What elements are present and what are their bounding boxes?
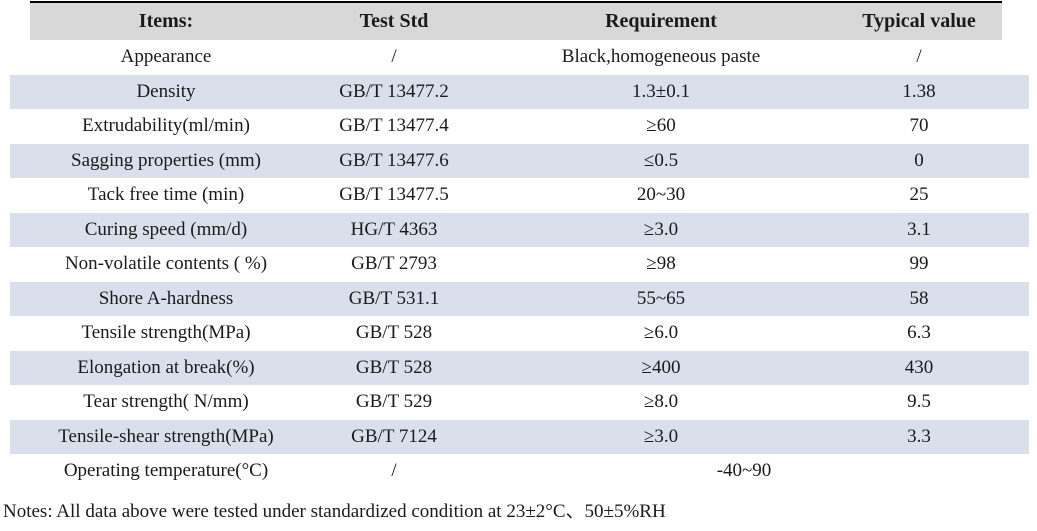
table-row-tack-free-time: Tack free time (min) GB/T 13477.5 20~30 … bbox=[10, 178, 1029, 213]
table-row-density: Density GB/T 13477.2 1.3±0.1 1.38 bbox=[10, 74, 1029, 109]
column-header-test-std: Test Std bbox=[359, 10, 429, 32]
table-row-tensile-shear-strength: Tensile-shear strength(MPa) GB/T 7124 ≥3… bbox=[10, 419, 1029, 454]
cell-typical-value: 1.38 bbox=[902, 80, 936, 102]
cell-typical-value: 6.3 bbox=[907, 322, 931, 344]
cell-typical-value: 430 bbox=[904, 356, 934, 378]
cell-test-std: GB/T 531.1 bbox=[348, 287, 440, 309]
cell-typical-value: 9.5 bbox=[907, 391, 931, 413]
cell-test-std: GB/T 2793 bbox=[351, 253, 437, 275]
cell-requirement-typical-merged: -40~90 bbox=[716, 460, 772, 482]
cell-test-std: GB/T 529 bbox=[355, 391, 433, 413]
cell-item: Curing speed (mm/d) bbox=[84, 218, 248, 240]
table-row-shore-a-hardness: Shore A-hardness GB/T 531.1 55~65 58 bbox=[10, 281, 1029, 316]
cell-typical-value: / bbox=[916, 46, 922, 68]
column-header-typical-value: Typical value bbox=[862, 10, 976, 32]
cell-test-std: GB/T 13477.6 bbox=[339, 149, 449, 171]
cell-typical-value: 70 bbox=[909, 115, 929, 137]
cell-typical-value: 99 bbox=[909, 253, 929, 275]
table-row-curing-speed: Curing speed (mm/d) HG/T 4363 ≥3.0 3.1 bbox=[10, 212, 1029, 247]
cell-requirement: 55~65 bbox=[636, 287, 686, 309]
table-row-elongation-at-break: Elongation at break(%) GB/T 528 ≥400 430 bbox=[10, 350, 1029, 385]
table-header-row: Items: Test Std Requirement Typical valu… bbox=[10, 1, 1029, 40]
table-row-extrudability: Extrudability(ml/min) GB/T 13477.4 ≥60 7… bbox=[10, 109, 1029, 144]
table-row-tear-strength: Tear strength( N/mm) GB/T 529 ≥8.0 9.5 bbox=[10, 385, 1029, 420]
cell-item: Appearance bbox=[120, 46, 212, 68]
cell-test-std: GB/T 528 bbox=[355, 356, 433, 378]
cell-test-std: / bbox=[391, 460, 397, 482]
table-row-tensile-strength: Tensile strength(MPa) GB/T 528 ≥6.0 6.3 bbox=[10, 316, 1029, 351]
cell-item: Extrudability(ml/min) bbox=[82, 115, 250, 137]
notes-text: Notes: All data above were tested under … bbox=[3, 501, 666, 522]
spec-table: Items: Test Std Requirement Typical valu… bbox=[10, 1, 1029, 489]
cell-test-std: GB/T 13477.4 bbox=[339, 115, 449, 137]
cell-requirement: ≤0.5 bbox=[643, 149, 679, 171]
cell-test-std: HG/T 4363 bbox=[350, 218, 438, 240]
cell-requirement: ≥3.0 bbox=[643, 218, 679, 240]
cell-requirement: ≥6.0 bbox=[643, 322, 679, 344]
cell-item: Tack free time (min) bbox=[87, 184, 245, 206]
cell-requirement: ≥60 bbox=[646, 115, 676, 137]
column-header-requirement: Requirement bbox=[605, 10, 717, 32]
cell-requirement: 1.3±0.1 bbox=[632, 80, 690, 102]
cell-item: Tensile strength(MPa) bbox=[81, 322, 251, 344]
table-header-inner: Items: Test Std Requirement Typical valu… bbox=[30, 1, 1002, 40]
cell-requirement: ≥98 bbox=[646, 253, 676, 275]
cell-requirement: ≥8.0 bbox=[643, 391, 679, 413]
cell-typical-value: 3.3 bbox=[907, 425, 931, 447]
cell-typical-value: 25 bbox=[909, 184, 929, 206]
cell-item: Density bbox=[136, 80, 196, 102]
cell-item: Operating temperature(°C) bbox=[63, 460, 269, 482]
table-row-appearance: Appearance / Black,homogeneous paste / bbox=[10, 40, 1029, 75]
cell-typical-value: 0 bbox=[914, 149, 924, 171]
cell-item: Tensile-shear strength(MPa) bbox=[58, 425, 274, 447]
cell-item: Sagging properties (mm) bbox=[71, 149, 261, 171]
cell-requirement: ≥3.0 bbox=[643, 425, 679, 447]
cell-item: Elongation at break(%) bbox=[77, 356, 255, 378]
cell-test-std: GB/T 528 bbox=[355, 322, 433, 344]
cell-test-std: GB/T 13477.2 bbox=[339, 80, 449, 102]
column-header-items: Items: bbox=[138, 10, 194, 32]
cell-test-std: GB/T 7124 bbox=[351, 425, 437, 447]
cell-requirement: Black,homogeneous paste bbox=[561, 46, 761, 68]
cell-item: Tear strength( N/mm) bbox=[83, 391, 249, 413]
cell-typical-value: 58 bbox=[909, 287, 929, 309]
cell-test-std: GB/T 13477.5 bbox=[339, 184, 449, 206]
cell-item: Non-volatile contents ( %) bbox=[64, 253, 268, 275]
table-row-sagging-properties: Sagging properties (mm) GB/T 13477.6 ≤0.… bbox=[10, 143, 1029, 178]
cell-requirement: 20~30 bbox=[636, 184, 686, 206]
cell-test-std: / bbox=[391, 46, 397, 68]
table-row-operating-temperature: Operating temperature(°C) / -40~90 bbox=[10, 454, 1029, 489]
table-row-non-volatile-contents: Non-volatile contents ( %) GB/T 2793 ≥98… bbox=[10, 247, 1029, 282]
cell-requirement: ≥400 bbox=[641, 356, 681, 378]
cell-item: Shore A-hardness bbox=[98, 287, 234, 309]
cell-typical-value: 3.1 bbox=[907, 218, 931, 240]
